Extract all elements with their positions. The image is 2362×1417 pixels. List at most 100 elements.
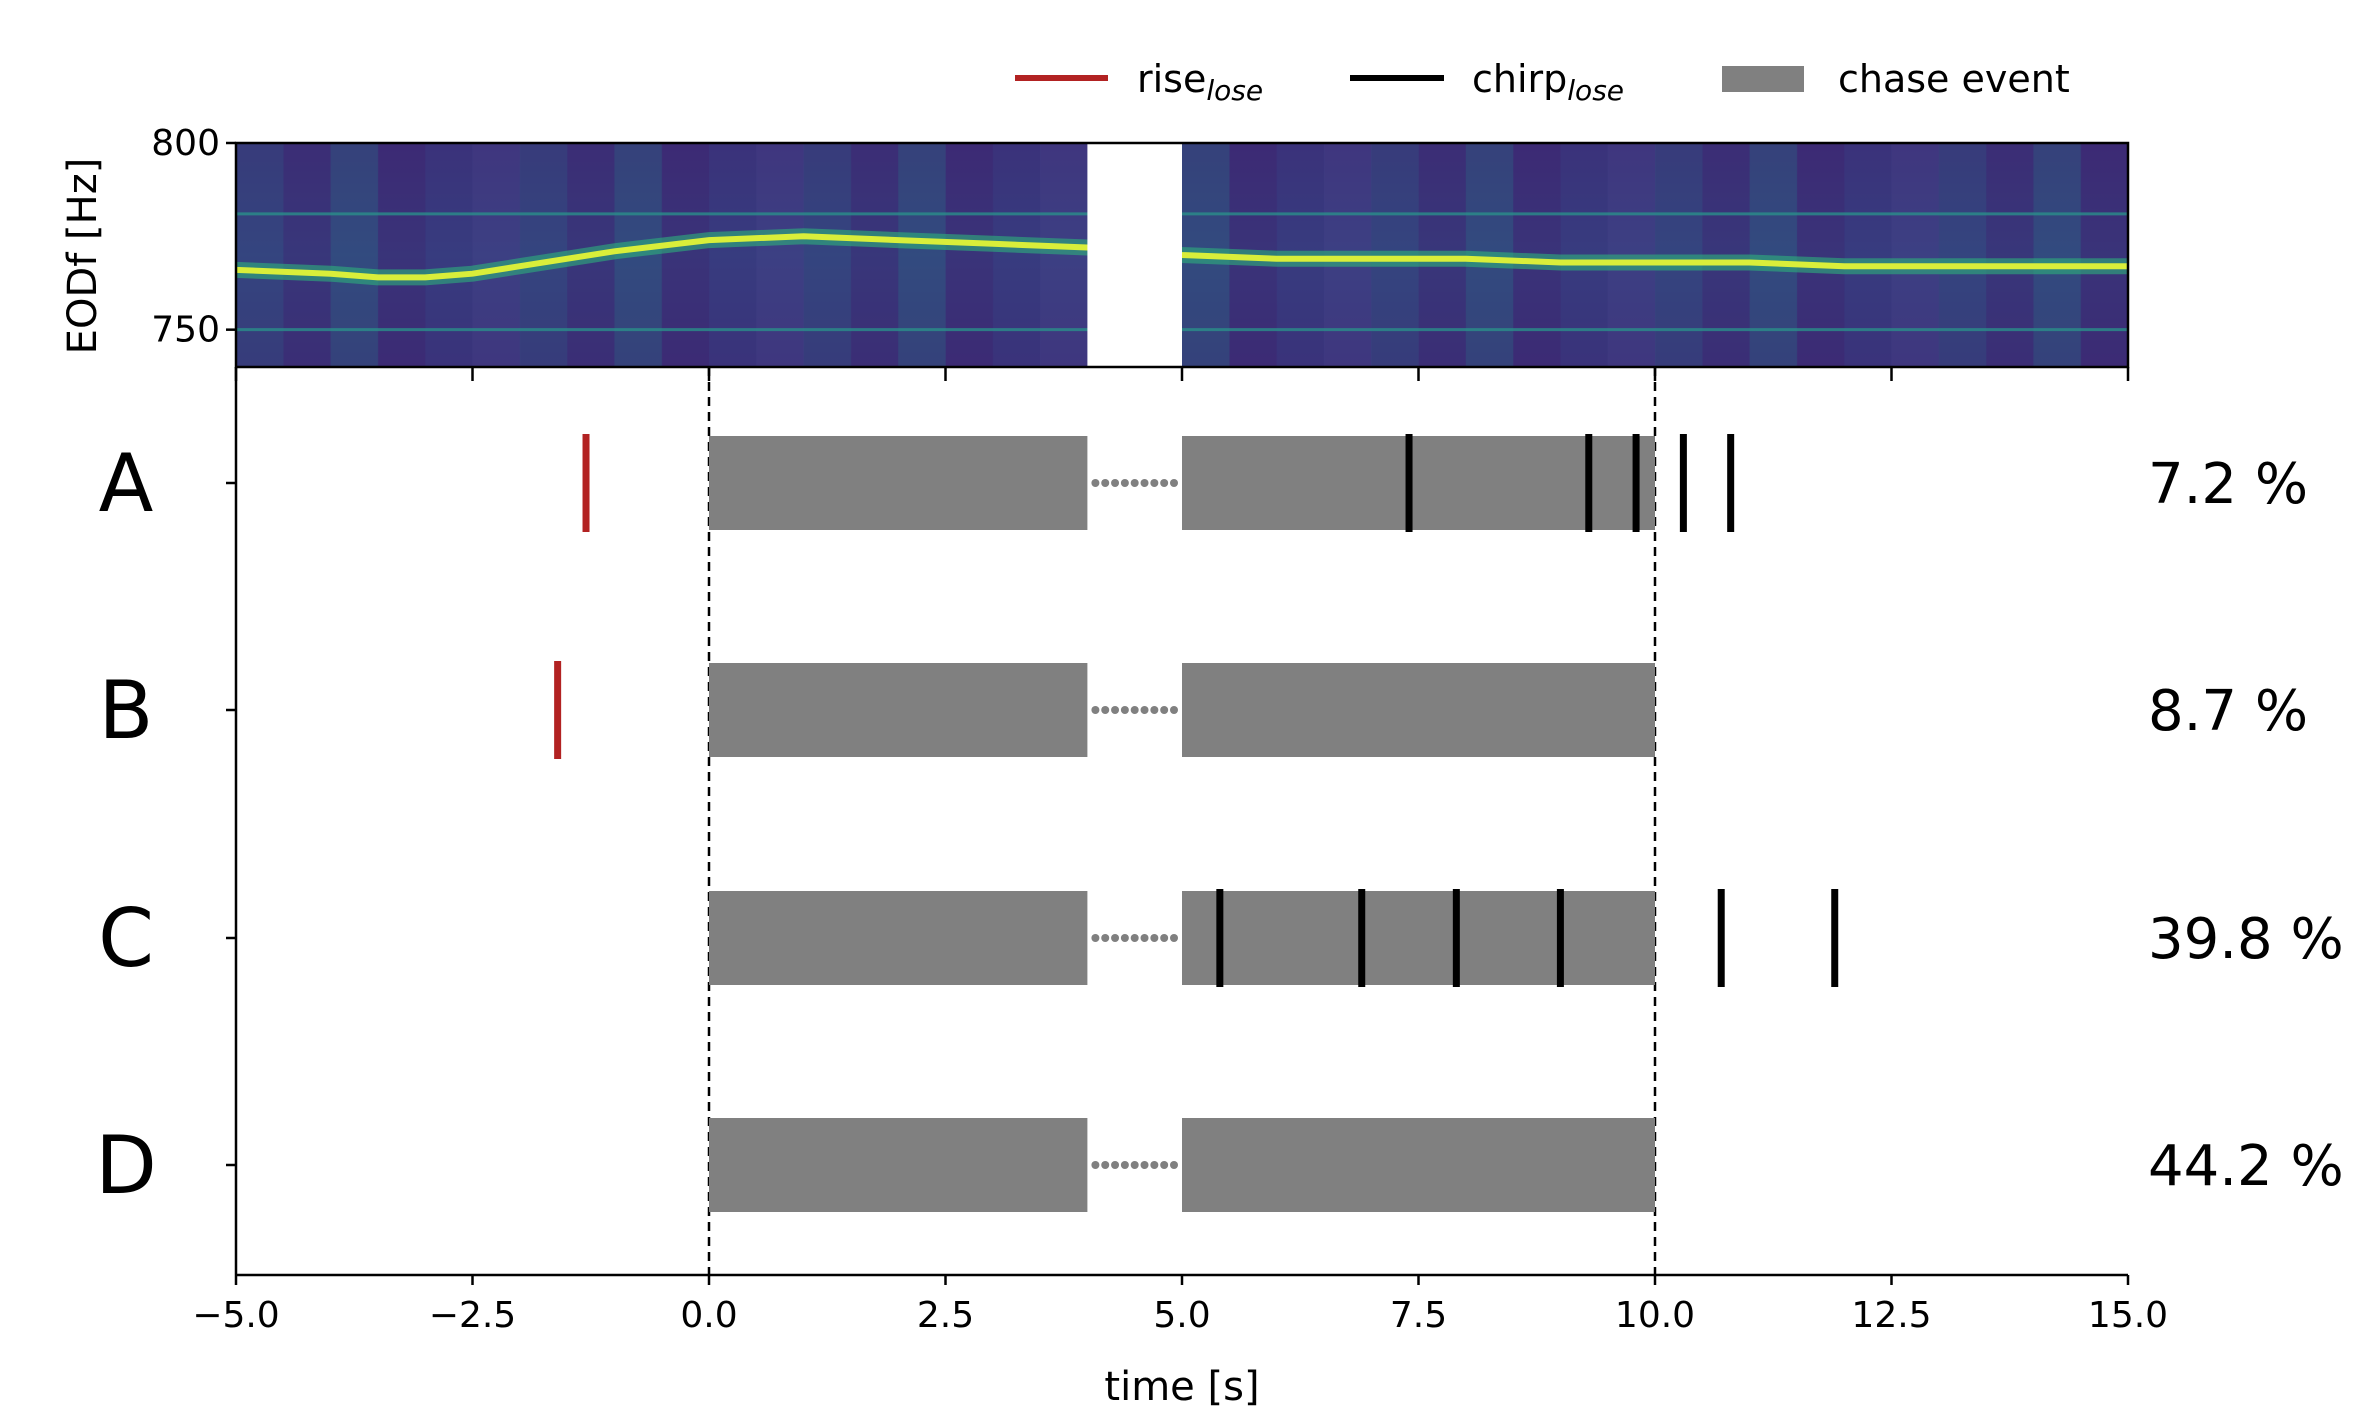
event-panel: A 7.2 % B 8.7 % C 39.8 % D 44.2 % −5.0 −2.5 0.0 2.…: [95, 367, 2344, 1410]
x-tick-label: 10.0: [1615, 1295, 1695, 1336]
x-tick-label: 0.0: [680, 1295, 737, 1336]
chase-gap-dot: [1140, 1161, 1149, 1169]
x-tick-label: −5.0: [192, 1295, 279, 1336]
spectrogram-band: [1938, 143, 1987, 367]
spectrogram-band: [661, 143, 710, 367]
spectrogram-band: [283, 143, 332, 367]
event-rows: A 7.2 % B 8.7 % C 39.8 % D 44.2 %: [95, 434, 2344, 1212]
spectrogram-band: [425, 143, 473, 367]
spectrogram-panel: 800 750 EODf [Hz]: [60, 123, 2130, 369]
event-row: B 8.7 %: [99, 661, 2308, 759]
event-row: C 39.8 %: [98, 889, 2344, 987]
chase-gap-dot: [1170, 934, 1178, 942]
chase-gap-dot: [1120, 706, 1129, 714]
chase-gap-dot: [1101, 934, 1110, 942]
chase-gap-dot: [1150, 479, 1159, 487]
legend-chase-swatch: [1722, 66, 1804, 92]
chase-gap-dot: [1160, 706, 1169, 714]
chase-bar: [1182, 891, 1655, 985]
spectrogram-band: [1986, 143, 2034, 367]
chase-gap-dot: [1140, 934, 1149, 942]
chase-gap-dot: [1120, 479, 1129, 487]
chase-gap-dot: [1091, 1161, 1100, 1169]
x-tick-label: 7.5: [1390, 1295, 1447, 1336]
spectrogram-band: [756, 143, 805, 367]
spectrogram-band: [803, 143, 852, 367]
chase-gap-dot: [1111, 706, 1120, 714]
chase-gap-dot: [1160, 934, 1169, 942]
row-percent: 44.2 %: [2148, 1134, 2344, 1199]
spectrogram-band: [377, 143, 426, 367]
x-tick-label: 15.0: [2088, 1295, 2168, 1336]
spectrogram-y-axis-label: EODf [Hz]: [60, 158, 106, 355]
chase-gap-dot: [1091, 934, 1100, 942]
chase-gap-dot: [1170, 1161, 1178, 1169]
spectrogram-band: [1796, 143, 1845, 367]
chase-gap-dot: [1120, 1161, 1129, 1169]
chase-gap-dot: [1170, 706, 1178, 714]
chase-bar: [709, 436, 1088, 530]
chase-bar: [1182, 436, 1655, 530]
chase-gap-dot: [1101, 706, 1110, 714]
chase-gap-dot: [1111, 1161, 1120, 1169]
chase-bar: [709, 1118, 1088, 1212]
spectrogram-band: [992, 143, 1041, 367]
chase-bar: [1182, 1118, 1655, 1212]
chase-gap-dot: [1130, 934, 1139, 942]
chase-gap-dot: [1140, 706, 1149, 714]
row-percent: 7.2 %: [2148, 452, 2308, 517]
chase-bar: [709, 663, 1088, 757]
y-tick-label: 800: [151, 123, 220, 164]
chase-gap-dot: [1101, 479, 1110, 487]
row-percent: 8.7 %: [2148, 679, 2308, 744]
x-tick-label: −2.5: [429, 1295, 516, 1336]
x-tick-label: 5.0: [1153, 1295, 1210, 1336]
chase-bar: [1182, 663, 1655, 757]
chase-gap-dot: [1101, 1161, 1110, 1169]
x-axis-ticks: −5.0 −2.5 0.0 2.5 5.0 7.5 10.0 12.5 15.0: [192, 367, 2168, 1336]
spectrogram-band: [850, 143, 899, 367]
chase-gap-dot: [1130, 706, 1139, 714]
row-label: C: [98, 892, 154, 985]
x-tick-label: 2.5: [917, 1295, 974, 1336]
spectrogram-y-ticks: 800 750: [151, 123, 236, 351]
chase-gap-dot: [1091, 706, 1100, 714]
spectrogram-band: [1844, 143, 1892, 367]
chase-gap-dot: [1150, 1161, 1159, 1169]
row-label: A: [99, 437, 154, 530]
spectrogram-band: [2033, 143, 2082, 367]
chase-gap-dot: [1111, 479, 1120, 487]
legend: riselose chirplose chase event: [1015, 57, 2070, 107]
chase-gap-dot: [1150, 706, 1159, 714]
spectrogram-band: [898, 143, 946, 367]
y-tick-label: 750: [151, 310, 220, 351]
chase-gap-dot: [1130, 479, 1139, 487]
event-row: D 44.2 %: [95, 1118, 2344, 1212]
chase-bar: [709, 891, 1088, 985]
chase-gap-dot: [1111, 934, 1120, 942]
spectrogram-band: [709, 143, 757, 367]
x-axis-label: time [s]: [1104, 1364, 1259, 1410]
row-label: D: [95, 1119, 157, 1212]
x-tick-label: 12.5: [1851, 1295, 1931, 1336]
chase-gap-dot: [1170, 479, 1178, 487]
chase-gap-dot: [1150, 934, 1159, 942]
chase-gap-dot: [1091, 479, 1100, 487]
spectrogram-band: [2080, 143, 2129, 367]
legend-chirp-label: chirplose: [1472, 57, 1624, 107]
spectrogram-band: [1891, 143, 1940, 367]
spectrogram-band: [330, 143, 379, 367]
spectrogram-band: [472, 143, 521, 367]
row-percent: 39.8 %: [2148, 907, 2344, 972]
row-label: B: [99, 664, 154, 757]
spectrogram-gap: [1087, 143, 1182, 367]
spectrogram-band: [236, 143, 284, 367]
chase-gap-dot: [1140, 479, 1149, 487]
chase-gap-dot: [1160, 1161, 1169, 1169]
chase-gap-dot: [1130, 1161, 1139, 1169]
chase-gap-dot: [1160, 479, 1169, 487]
legend-rise-label: riselose: [1137, 57, 1263, 107]
event-row: A 7.2 %: [99, 434, 2308, 532]
spectrogram-band: [945, 143, 994, 367]
